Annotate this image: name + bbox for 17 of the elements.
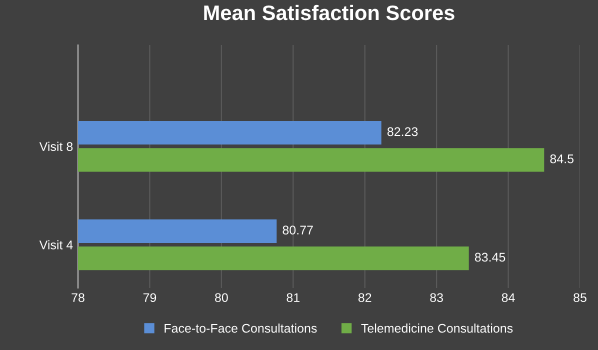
x-tick-label: 85: [574, 293, 586, 302]
x-tick-label: 79: [143, 293, 156, 302]
data-label: 83.45: [474, 252, 506, 262]
y-tick-label: Visit 4: [39, 240, 73, 250]
x-tick-label: 81: [286, 293, 300, 302]
data-label: 80.77: [282, 226, 313, 234]
chart-title: Mean Satisfaction Scores: [204, 4, 454, 20]
x-tick-label: 82: [358, 293, 372, 302]
x-tick-label: 83: [430, 293, 443, 302]
legend-label: Telemedicine Consultations: [361, 324, 513, 333]
x-tick-label: 80: [215, 293, 228, 302]
y-tick-label: Visit 8: [39, 142, 73, 151]
data-label: 84.5: [550, 154, 574, 164]
legend-label: Face-to-Face Consultations: [164, 324, 317, 333]
x-tick-label: 78: [72, 293, 84, 302]
x-tick-label: 84: [502, 293, 515, 302]
data-label: 82.23: [387, 127, 418, 136]
